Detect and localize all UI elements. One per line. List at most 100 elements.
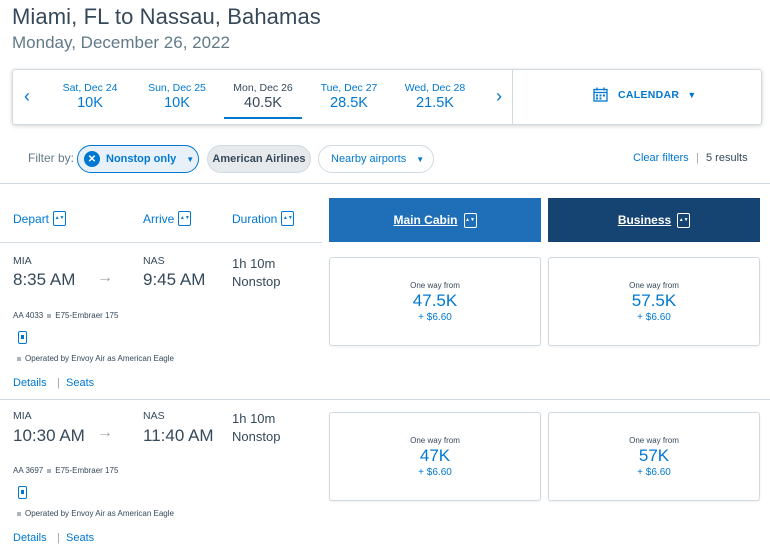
date-option-label: Mon, Dec 26: [233, 82, 293, 94]
flight-info: AA 3697 E75-Embraer 175: [13, 466, 118, 475]
sort-icon: ▲▼: [463, 212, 477, 228]
fare-fee: + $6.60: [637, 312, 671, 323]
fare-fee: + $6.60: [418, 467, 452, 478]
flight-info: AA 4033 E75-Embraer 175: [13, 311, 118, 320]
operated-by: Operated by Envoy Air as American Eagle: [25, 509, 174, 518]
details-link[interactable]: Details: [13, 532, 47, 544]
arrival-time: 11:40 AM: [143, 426, 214, 445]
separator: |: [696, 152, 699, 164]
seats-link[interactable]: Seats: [66, 377, 95, 389]
bullet-icon: [17, 356, 21, 361]
date-selector: ‹ Sat, Dec 24 10K Sun, Dec 25 10K Mon, D…: [12, 69, 762, 125]
business-label: Business: [617, 213, 672, 227]
sort-icon: ▲▼: [677, 212, 691, 228]
sort-icon: ▲▼: [178, 211, 192, 226]
fare-label: One way from: [410, 436, 460, 445]
separator: |: [57, 532, 60, 544]
chevron-left-icon[interactable]: ‹: [24, 86, 30, 106]
date-option-price: 28.5K: [330, 95, 368, 111]
results-count: 5 results: [706, 152, 748, 164]
divider: [0, 242, 322, 243]
calendar-label: CALENDAR: [618, 88, 680, 101]
date-option[interactable]: Sun, Dec 25 10K: [137, 82, 217, 111]
nonstop-filter-chip[interactable]: ✕ Nonstop only ▼: [77, 145, 199, 173]
caret-down-icon: ▼: [186, 154, 195, 164]
route-title: Miami, FL to Nassau, Bahamas: [12, 4, 321, 29]
nonstop-filter-label: Nonstop only: [106, 153, 177, 165]
selected-date-indicator: [224, 117, 302, 119]
arrow-right-icon: →: [97, 269, 113, 286]
arrive-sort-header[interactable]: Arrive ▲▼: [143, 211, 192, 226]
date-option-price: 40.5K: [244, 95, 282, 111]
calendar-button[interactable]: CALENDAR ▼: [593, 87, 696, 102]
sort-icon: ▲▼: [53, 211, 67, 226]
departure-time: 8:35 AM: [13, 270, 76, 289]
fare-price: 47.5K: [412, 291, 458, 310]
aircraft-type: E75-Embraer 175: [55, 466, 119, 475]
sort-icon: ▲▼: [281, 211, 295, 226]
departure-airport-code: MIA: [13, 255, 32, 267]
travel-date: Monday, December 26, 2022: [12, 33, 230, 52]
flight-duration: 1h 10m: [232, 411, 276, 426]
main-cabin-label: Main Cabin: [393, 213, 458, 227]
business-header[interactable]: Business ▲▼: [548, 198, 760, 242]
caret-down-icon: ▼: [416, 154, 425, 164]
main-cabin-fare-button[interactable]: One way from 47.5K + $6.60: [329, 257, 541, 346]
main-cabin-fare-button[interactable]: One way from 47K + $6.60: [329, 412, 541, 501]
arrival-time: 9:45 AM: [143, 270, 206, 289]
seats-link[interactable]: Seats: [66, 532, 95, 544]
fare-price: 57.5K: [631, 291, 677, 310]
date-option[interactable]: Sat, Dec 24 10K: [50, 82, 130, 111]
nearby-airports-label: Nearby airports: [331, 153, 407, 165]
date-option-selected[interactable]: Mon, Dec 26 40.5K: [223, 82, 303, 111]
aircraft-type: E75-Embraer 175: [55, 311, 119, 320]
calendar-icon: [593, 87, 608, 102]
date-option-price: 10K: [164, 95, 190, 111]
bullet-icon: [47, 468, 52, 473]
fare-label: One way from: [629, 281, 679, 290]
airline-filter-label: American Airlines: [212, 153, 306, 165]
arrive-header-label: Arrive: [143, 211, 175, 226]
date-option-label: Tue, Dec 27: [320, 82, 378, 94]
stops-info: Nonstop: [232, 274, 281, 289]
date-option-price: 21.5K: [416, 95, 454, 111]
separator: |: [57, 377, 60, 389]
depart-sort-header[interactable]: Depart ▲▼: [13, 211, 67, 226]
chevron-right-icon[interactable]: ›: [496, 86, 502, 106]
departure-time: 10:30 AM: [13, 426, 85, 445]
business-fare-button[interactable]: One way from 57K + $6.60: [548, 412, 760, 501]
operated-by: Operated by Envoy Air as American Eagle: [25, 354, 174, 363]
operator-info: Operated by Envoy Air as American Eagle: [13, 509, 174, 518]
fare-fee: + $6.60: [418, 312, 452, 323]
flight-number: AA 4033: [13, 311, 44, 320]
depart-header-label: Depart: [13, 211, 50, 226]
details-link[interactable]: Details: [13, 377, 47, 389]
caret-down-icon: ▼: [687, 89, 697, 100]
fare-price: 57K: [638, 446, 670, 465]
flight-number: AA 3697: [13, 466, 44, 475]
arrow-right-icon: →: [97, 424, 113, 441]
clear-filters-link[interactable]: Clear filters: [633, 152, 689, 164]
date-option-price: 10K: [77, 95, 103, 111]
airline-filter-chip[interactable]: American Airlines: [207, 145, 311, 173]
bullet-icon: [47, 313, 52, 318]
departure-airport-code: MIA: [13, 410, 32, 422]
duration-sort-header[interactable]: Duration ▲▼: [232, 211, 295, 226]
divider: [0, 183, 770, 184]
main-cabin-header[interactable]: Main Cabin ▲▼: [329, 198, 541, 242]
date-option[interactable]: Wed, Dec 28 21.5K: [395, 82, 475, 111]
date-option[interactable]: Tue, Dec 27 28.5K: [309, 82, 389, 111]
fare-label: One way from: [629, 436, 679, 445]
flight-duration: 1h 10m: [232, 256, 276, 271]
nearby-airports-dropdown[interactable]: Nearby airports ▼: [318, 145, 434, 173]
arrival-airport-code: NAS: [143, 410, 165, 422]
date-option-label: Wed, Dec 28: [404, 82, 466, 94]
duration-header-label: Duration: [232, 211, 278, 226]
date-option-label: Sat, Dec 24: [62, 82, 118, 94]
fare-fee: + $6.60: [637, 467, 671, 478]
arrival-airport-code: NAS: [143, 255, 165, 267]
mobile-device-icon: [18, 331, 27, 344]
close-icon[interactable]: ✕: [84, 151, 100, 167]
business-fare-button[interactable]: One way from 57.5K + $6.60: [548, 257, 760, 346]
operator-info: Operated by Envoy Air as American Eagle: [13, 354, 174, 363]
